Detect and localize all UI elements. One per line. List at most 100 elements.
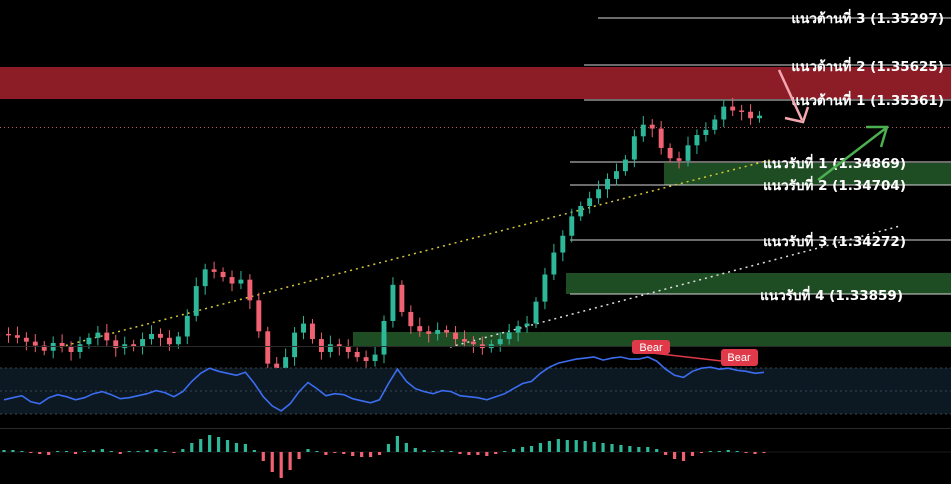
histogram-bar — [333, 452, 337, 453]
candle-body — [533, 301, 539, 324]
candle-body — [417, 326, 423, 332]
candle-body — [470, 341, 476, 345]
candle — [542, 267, 548, 310]
candle-body — [399, 284, 405, 312]
histogram-bar — [681, 452, 686, 461]
candle-body — [676, 158, 682, 161]
histogram-bar — [56, 451, 60, 452]
candle-body — [247, 279, 253, 301]
candle — [631, 129, 637, 168]
histogram-bar — [753, 452, 757, 454]
candle-body — [551, 252, 557, 275]
histogram-bar — [288, 452, 292, 470]
candle — [238, 271, 244, 290]
candle — [23, 332, 29, 351]
candle — [730, 97, 736, 117]
arrow-down-head — [784, 106, 810, 124]
histogram-bar — [216, 437, 221, 452]
candle — [104, 323, 110, 346]
histogram-bar — [690, 452, 695, 456]
histogram-bar — [163, 451, 167, 452]
candle-body — [336, 344, 342, 347]
histogram-bar — [154, 449, 158, 452]
candle-body — [667, 147, 673, 159]
candle-body — [68, 346, 74, 352]
arrow-down-shaft — [777, 69, 804, 121]
histogram-bar — [395, 436, 400, 452]
candle-body — [41, 345, 47, 351]
candle — [363, 350, 369, 369]
candle — [569, 208, 575, 243]
histogram-bar — [172, 452, 176, 453]
candle — [175, 331, 181, 349]
histogram-bar — [82, 451, 87, 452]
candle-body — [301, 323, 306, 333]
histogram-bar — [637, 447, 641, 452]
histogram-bar — [47, 452, 51, 455]
candle-body — [113, 340, 119, 349]
candle-body — [444, 330, 450, 333]
candle-body — [631, 136, 637, 160]
histogram-bar — [547, 441, 552, 452]
histogram-bar — [556, 439, 560, 452]
candle-body — [77, 344, 83, 352]
bear-label-1: Bear — [632, 340, 670, 354]
histogram-bar — [243, 444, 248, 452]
histogram-bar — [601, 443, 605, 452]
histogram-bar — [342, 452, 346, 454]
histogram-bar — [11, 450, 15, 452]
candle — [435, 322, 441, 341]
candle-body — [354, 351, 360, 358]
candle-body — [408, 311, 414, 327]
histogram-bar — [386, 444, 391, 452]
histogram-bar — [503, 451, 507, 452]
candle — [140, 332, 146, 355]
bear-label-2-text: Bear — [727, 352, 751, 364]
candle-body — [193, 286, 199, 316]
resistance-2-label: แนวต้านที่ 2 (1.35625) — [791, 56, 944, 75]
candle — [68, 341, 74, 361]
candle-body — [596, 189, 602, 199]
candle — [578, 201, 584, 221]
candle — [497, 332, 503, 352]
candle-body — [515, 326, 521, 333]
oscillator-line — [3, 356, 765, 412]
candle-body — [649, 124, 655, 129]
candle — [658, 120, 664, 155]
candle — [166, 330, 172, 351]
candle — [515, 320, 521, 342]
candle — [587, 191, 593, 214]
candle-body — [283, 357, 289, 377]
histogram-bar — [699, 452, 704, 453]
candle-body — [140, 339, 146, 347]
candle — [95, 326, 101, 346]
candle — [202, 263, 208, 295]
histogram-bar — [73, 452, 78, 454]
candle-body — [104, 332, 110, 341]
arrow-up-shaft — [817, 127, 887, 181]
candle-body — [256, 300, 262, 332]
histogram-bar — [655, 449, 659, 452]
candle — [41, 341, 47, 356]
candle-body — [748, 111, 754, 119]
histogram-bar — [726, 450, 730, 452]
candle — [721, 100, 727, 128]
bear-label-2-bg — [721, 349, 758, 366]
candle-body — [95, 332, 101, 338]
candle-body — [605, 178, 610, 190]
histogram-bar — [449, 451, 453, 452]
candle-body — [524, 323, 530, 327]
histogram-bar — [181, 449, 185, 452]
candle — [667, 143, 673, 163]
histogram-bar — [413, 448, 417, 452]
candle — [256, 292, 262, 338]
candle — [354, 347, 360, 362]
histogram-bar — [664, 452, 668, 455]
histogram-bar — [127, 451, 131, 452]
candle-body — [229, 277, 235, 284]
candle — [748, 104, 754, 125]
candle-body — [542, 274, 548, 302]
candle-body — [202, 269, 208, 287]
candle — [6, 327, 11, 343]
